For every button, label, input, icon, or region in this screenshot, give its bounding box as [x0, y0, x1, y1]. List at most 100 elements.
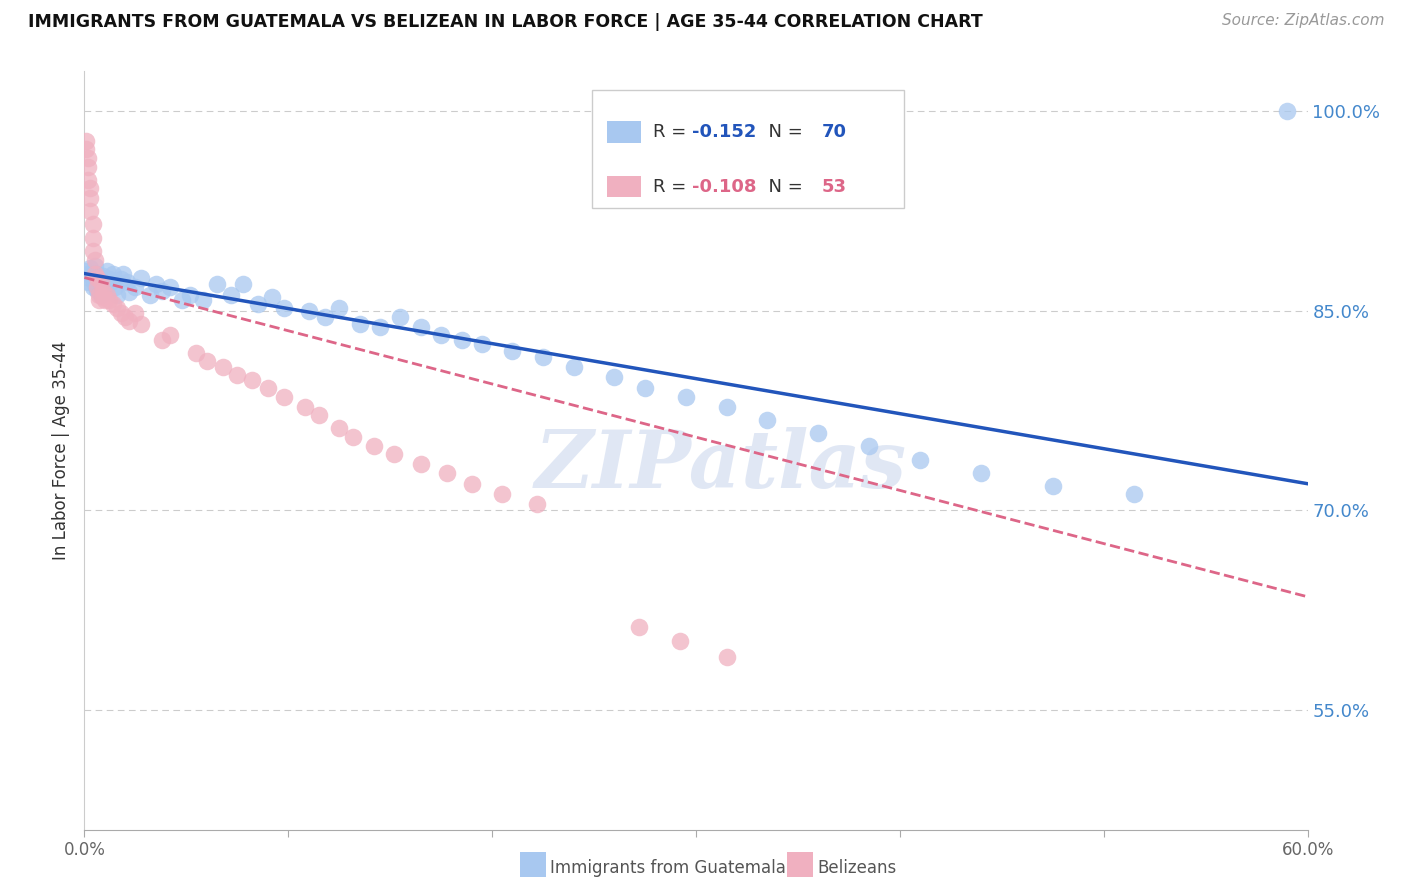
Point	[502, 343, 524, 358]
Point	[328, 421, 350, 435]
Point	[219, 288, 242, 302]
Point	[97, 272, 120, 286]
Text: -0.152: -0.152	[692, 123, 756, 141]
Point	[105, 301, 128, 315]
Point	[77, 275, 100, 289]
Point	[491, 487, 513, 501]
Point	[1123, 487, 1146, 501]
Point	[409, 319, 432, 334]
Y-axis label: In Labor Force | Age 35-44: In Labor Force | Age 35-44	[52, 341, 70, 560]
Point	[294, 400, 316, 414]
Point	[273, 301, 295, 315]
Point	[970, 466, 993, 480]
Point	[756, 413, 779, 427]
Point	[668, 633, 690, 648]
Point	[382, 447, 405, 461]
Point	[627, 620, 650, 634]
Point	[145, 277, 167, 292]
Point	[101, 297, 124, 311]
Point	[131, 317, 153, 331]
Text: ZIPatlas: ZIPatlas	[534, 427, 907, 504]
Point	[86, 267, 108, 281]
Point	[159, 280, 181, 294]
Point	[77, 151, 100, 165]
Point	[97, 293, 120, 307]
Point	[212, 359, 235, 374]
Point	[450, 333, 472, 347]
Point	[79, 270, 101, 285]
Point	[82, 230, 104, 244]
Point	[79, 261, 101, 276]
FancyBboxPatch shape	[592, 90, 904, 208]
Point	[232, 277, 254, 292]
Point	[409, 457, 432, 471]
Point	[83, 267, 105, 281]
Point	[91, 291, 114, 305]
Point	[308, 408, 330, 422]
Point	[191, 293, 214, 307]
Text: R =: R =	[654, 178, 692, 195]
Point	[79, 181, 101, 195]
Point	[86, 280, 108, 294]
Point	[77, 267, 100, 281]
Point	[179, 288, 201, 302]
Point	[82, 217, 104, 231]
Point	[205, 277, 228, 292]
Point	[83, 272, 105, 286]
Point	[150, 333, 173, 347]
Point	[112, 267, 135, 281]
Point	[634, 381, 657, 395]
Point	[1277, 104, 1299, 119]
Point	[83, 277, 105, 292]
Point	[389, 310, 412, 325]
Point	[101, 267, 124, 281]
Point	[716, 649, 738, 664]
Point	[858, 440, 880, 454]
Point	[131, 270, 153, 285]
Text: N =: N =	[758, 123, 808, 141]
Point	[368, 319, 391, 334]
Point	[91, 277, 114, 292]
Text: 70: 70	[823, 123, 846, 141]
Point	[328, 301, 350, 315]
Point	[110, 306, 132, 320]
Point	[87, 293, 110, 307]
Point	[240, 373, 263, 387]
Point	[430, 327, 453, 342]
Point	[461, 476, 484, 491]
Point	[90, 275, 112, 289]
Point	[150, 284, 173, 298]
Point	[79, 204, 101, 219]
Point	[83, 253, 105, 268]
Point	[257, 381, 280, 395]
Point	[96, 288, 118, 302]
Point	[172, 293, 194, 307]
Point	[562, 359, 585, 374]
Point	[186, 346, 208, 360]
Point	[91, 269, 114, 284]
Point	[124, 280, 146, 294]
Point	[91, 284, 114, 298]
Point	[79, 191, 101, 205]
Point	[75, 141, 97, 155]
Point	[90, 288, 112, 302]
Point	[260, 291, 283, 305]
Text: -0.108: -0.108	[692, 178, 756, 195]
Point	[273, 390, 295, 404]
Point	[910, 452, 932, 467]
Point	[603, 370, 626, 384]
Point	[83, 259, 105, 273]
Text: R =: R =	[654, 123, 692, 141]
Point	[195, 354, 218, 368]
Point	[100, 275, 122, 289]
Point	[436, 466, 458, 480]
FancyBboxPatch shape	[606, 176, 641, 197]
Point	[77, 160, 100, 174]
Point	[77, 173, 100, 187]
Point	[246, 297, 269, 311]
Text: Immigrants from Guatemala: Immigrants from Guatemala	[550, 859, 786, 877]
Point	[87, 275, 110, 289]
Text: 53: 53	[823, 178, 846, 195]
Text: Belizeans: Belizeans	[817, 859, 896, 877]
Point	[93, 272, 115, 286]
